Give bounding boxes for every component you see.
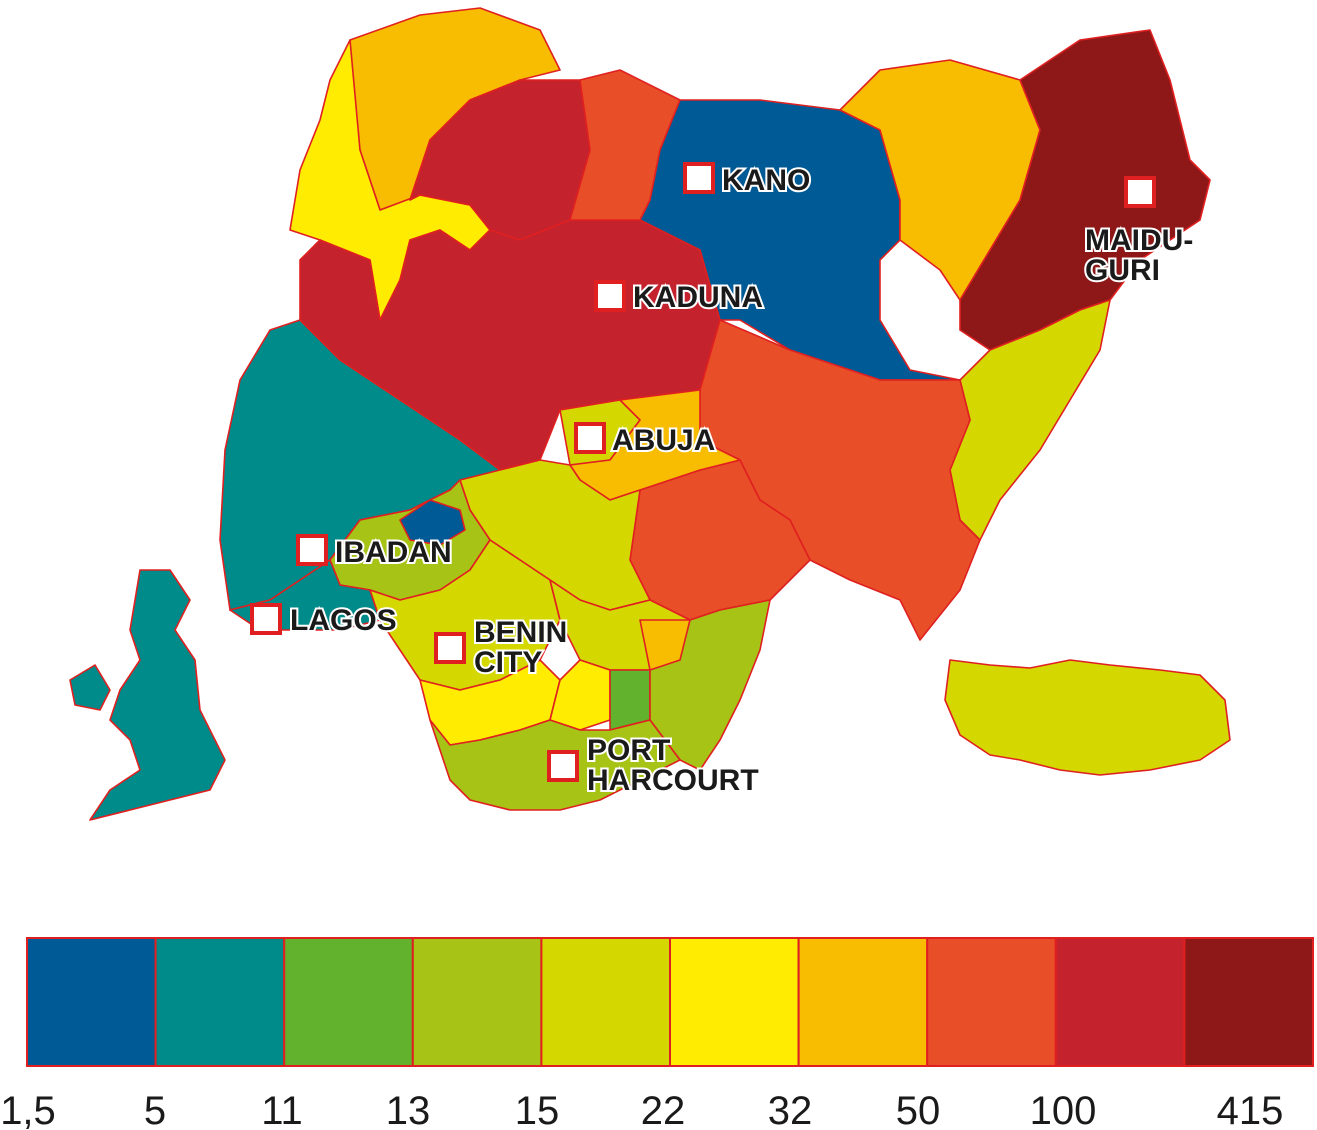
legend-swatch [411,937,543,1067]
legend-tick-label: 11 [261,1089,303,1130]
city-label-port-line1: PORT [587,734,670,767]
city-ibadan: IBADAN [296,534,454,571]
uk-map [89,569,226,821]
city-kaduna: KADUNA [594,279,765,316]
legend-swatch [1183,937,1315,1067]
region-ondo-blue [399,499,466,546]
city-marker [296,534,328,566]
city-label-maiduguri-line1: MAIDU- [1085,224,1193,257]
city-port-harcourt: PORT HARCOURT [547,732,761,799]
legend-tick-label: 15 [515,1089,560,1130]
legend-tick-label: 100 [1030,1089,1097,1130]
city-label-kano: KANO [722,164,810,197]
city-label-port-line2: HARCOURT [587,764,759,797]
city-label-lagos: LAGOS [290,604,397,637]
city-label-benin-line1: BENIN [474,616,567,649]
legend-tick-label: 50 [896,1089,941,1130]
legend-swatch [540,937,672,1067]
city-benin-city: BENIN CITY [434,614,569,681]
city-label-ibadan: IBADAN [335,536,452,569]
city-marker [594,280,626,312]
legend-swatch [926,937,1057,1067]
city-abuja: ABUJA [574,422,717,459]
ireland-map [69,664,111,711]
city-lagos: LAGOS [250,602,399,639]
city-label-kaduna: KADUNA [633,281,763,314]
city-marker [547,750,579,782]
legend-swatch [154,937,286,1067]
legend-swatch [1054,937,1186,1067]
color-legend: 1,5 5 11 13 15 22 32 50 100 415 [0,937,1315,1130]
legend-tick-label: 13 [386,1089,431,1130]
city-marker [434,632,466,664]
city-markers: KANO MAIDU- GURI KADUNA ABUJA IBADAN LAG… [250,162,1195,799]
city-marker [574,422,606,454]
legend-swatch [669,937,800,1067]
legend-tick-label: 5 [144,1089,166,1130]
nigeria-map [219,7,1211,811]
legend-tick-label: 22 [641,1089,686,1130]
city-label-abuja: ABUJA [612,424,715,457]
region-cross-river [649,599,771,771]
region-imo [549,659,611,731]
legend-swatch [283,937,414,1067]
legend-tick-label: 1,5 [0,1089,56,1130]
legend-tick-label: 415 [1217,1089,1284,1130]
legend-tick-label: 32 [768,1089,813,1130]
turkey-map [944,659,1231,776]
city-marker [1124,176,1156,208]
city-maiduguri: MAIDU- GURI [1083,176,1195,289]
city-label-benin-line2: CITY [474,646,542,679]
legend-swatch [26,937,157,1067]
city-label-maiduguri-line2: GURI [1085,254,1160,287]
legend-swatch [797,937,929,1067]
city-marker [250,603,282,635]
city-marker [683,162,715,194]
city-kano: KANO [683,162,812,199]
